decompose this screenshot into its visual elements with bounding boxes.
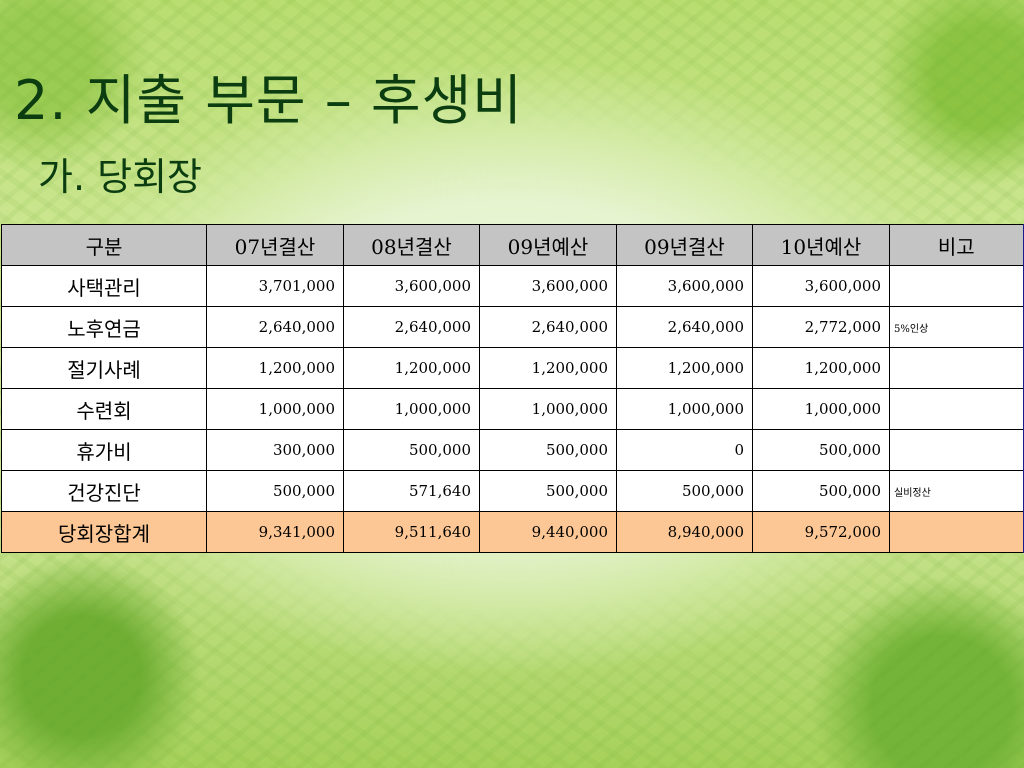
row-value: 1,200,000 (343, 347, 480, 389)
table-row: 노후연금 2,640,000 2,640,000 2,640,000 2,640… (1, 306, 1024, 348)
row-value: 500,000 (752, 429, 890, 471)
row-value: 2,640,000 (206, 306, 344, 348)
row-note (889, 429, 1024, 471)
row-note (889, 265, 1024, 307)
row-note (889, 388, 1024, 430)
row-value: 1,000,000 (479, 388, 617, 430)
row-value: 2,640,000 (343, 306, 480, 348)
header-category: 구분 (1, 224, 207, 266)
row-value: 500,000 (752, 470, 890, 512)
slide-title: 2. 지출 부문 – 후생비 (14, 69, 523, 132)
row-value: 0 (616, 429, 753, 471)
row-value: 1,200,000 (616, 347, 753, 389)
table-row: 절기사례 1,200,000 1,200,000 1,200,000 1,200… (1, 347, 1024, 389)
row-value: 500,000 (206, 470, 344, 512)
header-08-settlement: 08년결산 (343, 224, 480, 266)
row-value: 1,200,000 (479, 347, 617, 389)
row-value: 2,640,000 (616, 306, 753, 348)
total-value: 9,440,000 (479, 511, 617, 553)
row-value: 1,000,000 (616, 388, 753, 430)
row-value: 1,200,000 (752, 347, 890, 389)
row-note (889, 347, 1024, 389)
row-value: 3,600,000 (752, 265, 890, 307)
row-value: 3,600,000 (616, 265, 753, 307)
header-07-settlement: 07년결산 (206, 224, 344, 266)
header-10-budget: 10년예산 (752, 224, 890, 266)
row-value: 1,000,000 (343, 388, 480, 430)
row-value: 1,000,000 (206, 388, 344, 430)
row-value: 500,000 (616, 470, 753, 512)
row-value: 3,600,000 (343, 265, 480, 307)
table-row: 수련회 1,000,000 1,000,000 1,000,000 1,000,… (1, 388, 1024, 430)
row-value: 1,200,000 (206, 347, 344, 389)
row-value: 1,000,000 (752, 388, 890, 430)
total-value: 9,341,000 (206, 511, 344, 553)
header-09-budget: 09년예산 (479, 224, 617, 266)
header-09-settlement: 09년결산 (616, 224, 753, 266)
total-value: 8,940,000 (616, 511, 753, 553)
header-note: 비고 (889, 224, 1024, 266)
row-value: 3,600,000 (479, 265, 617, 307)
budget-table: 구분 07년결산 08년결산 09년예산 09년결산 10년예산 비고 사택관리… (1, 224, 1024, 553)
row-value: 2,640,000 (479, 306, 617, 348)
row-category: 절기사례 (1, 347, 207, 389)
row-note: 실비정산 (889, 470, 1024, 512)
table-row: 건강진단 500,000 571,640 500,000 500,000 500… (1, 470, 1024, 512)
table-row: 휴가비 300,000 500,000 500,000 0 500,000 (1, 429, 1024, 471)
total-note (889, 511, 1024, 553)
total-value: 9,511,640 (343, 511, 480, 553)
row-value: 2,772,000 (752, 306, 890, 348)
table-total-row: 당회장합계 9,341,000 9,511,640 9,440,000 8,94… (1, 511, 1024, 553)
row-value: 500,000 (479, 429, 617, 471)
table-header-row: 구분 07년결산 08년결산 09년예산 09년결산 10년예산 비고 (1, 224, 1024, 266)
row-category: 휴가비 (1, 429, 207, 471)
total-category: 당회장합계 (1, 511, 207, 553)
table-row: 사택관리 3,701,000 3,600,000 3,600,000 3,600… (1, 265, 1024, 307)
row-category: 건강진단 (1, 470, 207, 512)
slide-subtitle: 가. 당회장 (38, 155, 202, 199)
row-value: 571,640 (343, 470, 480, 512)
total-value: 9,572,000 (752, 511, 890, 553)
row-value: 500,000 (343, 429, 480, 471)
row-value: 3,701,000 (206, 265, 344, 307)
row-category: 노후연금 (1, 306, 207, 348)
row-note: 5%인상 (889, 306, 1024, 348)
row-value: 300,000 (206, 429, 344, 471)
row-value: 500,000 (479, 470, 617, 512)
row-category: 사택관리 (1, 265, 207, 307)
row-category: 수련회 (1, 388, 207, 430)
